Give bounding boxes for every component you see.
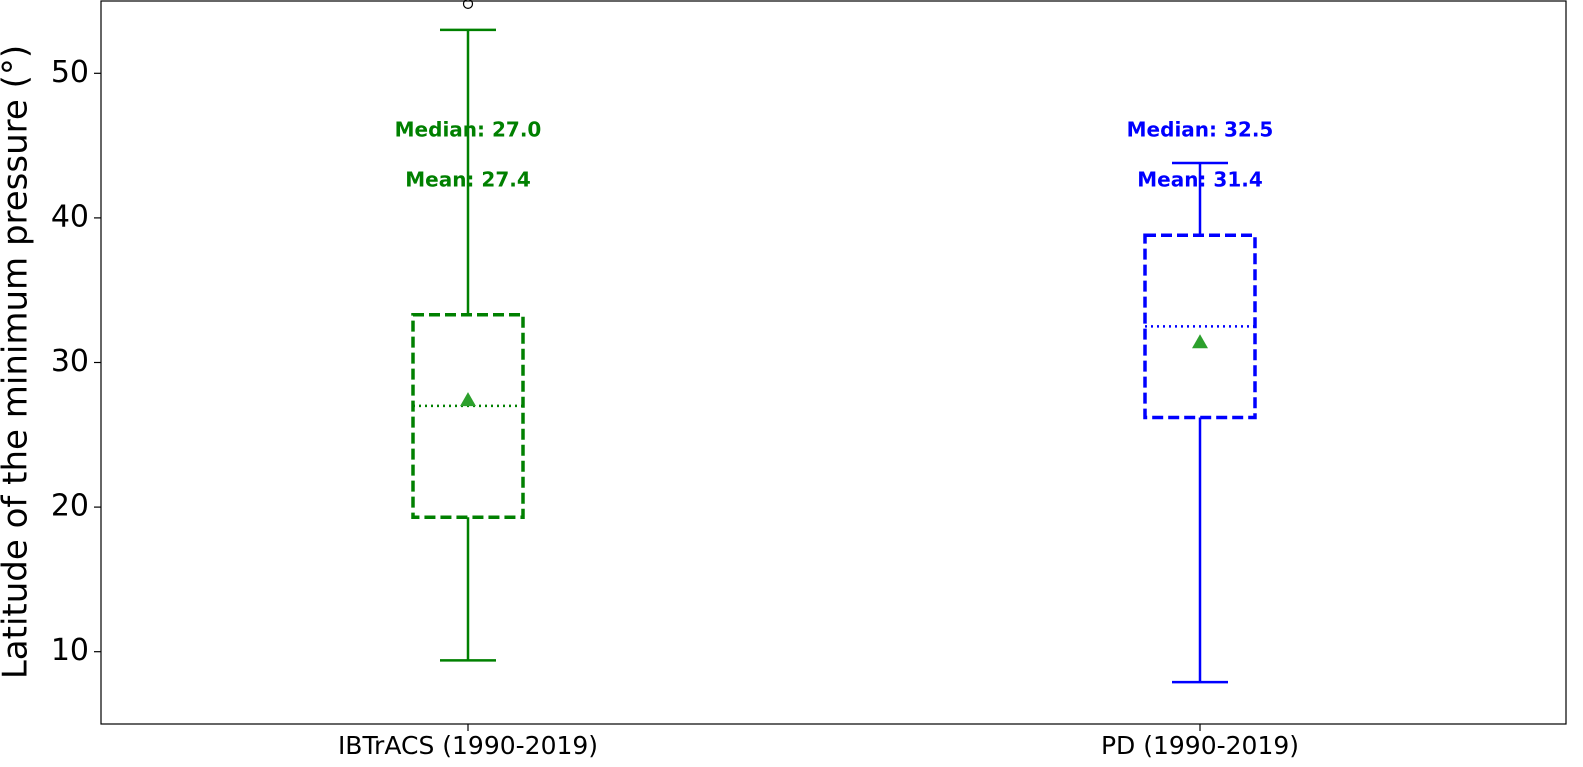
y-tick-label: 50 <box>51 55 89 90</box>
median-annotation: Median: 32.5 <box>1127 118 1274 142</box>
x-tick-label: IBTrACS (1990-2019) <box>338 731 598 760</box>
median-annotation: Median: 27.0 <box>395 118 542 142</box>
mean-annotation: Mean: 31.4 <box>1137 168 1263 192</box>
mean-marker <box>460 392 476 407</box>
y-tick-label: 30 <box>51 344 89 379</box>
x-tick-label: PD (1990-2019) <box>1101 731 1299 760</box>
y-tick-label: 40 <box>51 199 89 234</box>
box <box>411 313 525 519</box>
flier <box>462 0 474 9</box>
plot-frame <box>100 0 1567 725</box>
y-axis-label: Latitude of the minimum pressure (°) <box>0 45 36 679</box>
y-tick-label: 10 <box>51 633 89 668</box>
mean-annotation: Mean: 27.4 <box>405 168 531 192</box>
mean-marker <box>1192 334 1208 349</box>
y-tick-label: 20 <box>51 489 89 524</box>
